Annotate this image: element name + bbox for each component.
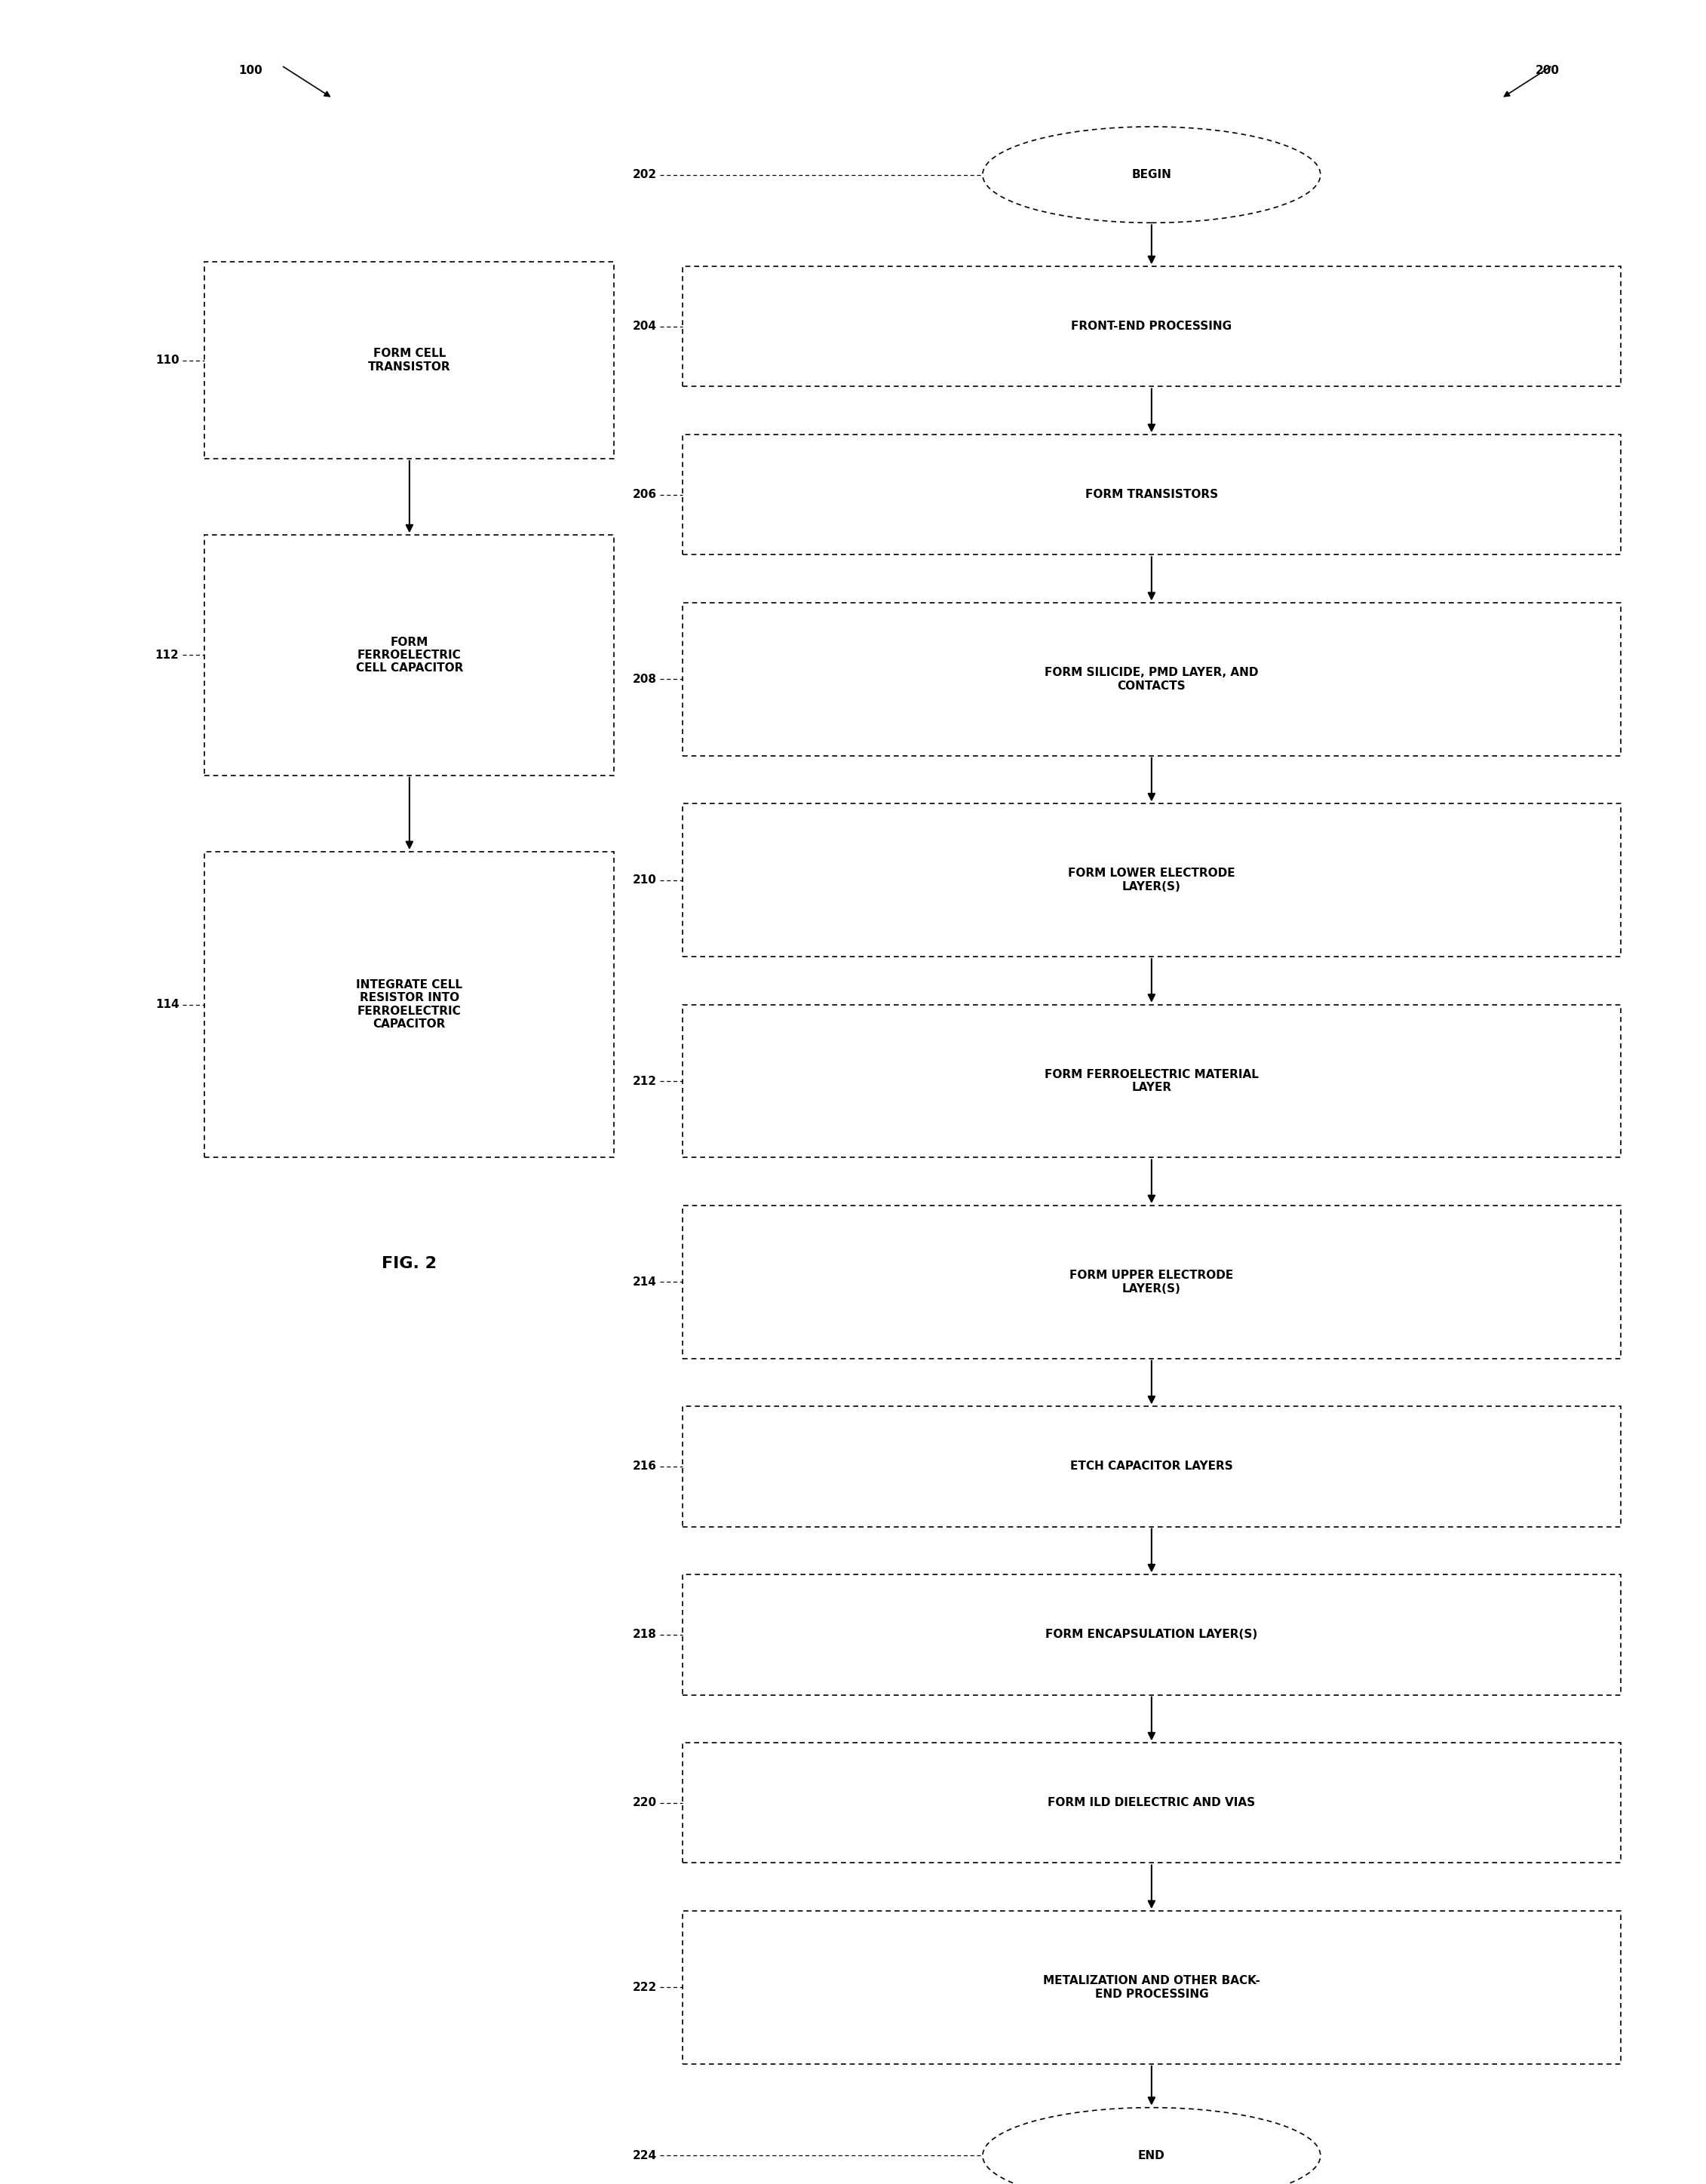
Text: 222: 222: [633, 1981, 657, 1994]
Text: FIG. 2: FIG. 2: [382, 1256, 437, 1271]
Text: 100: 100: [239, 66, 263, 76]
Text: 214: 214: [633, 1275, 657, 1289]
Text: FORM TRANSISTORS: FORM TRANSISTORS: [1085, 489, 1218, 500]
FancyBboxPatch shape: [682, 1206, 1621, 1358]
Text: FORM FERROELECTRIC MATERIAL
LAYER: FORM FERROELECTRIC MATERIAL LAYER: [1044, 1068, 1259, 1094]
FancyBboxPatch shape: [682, 1911, 1621, 2064]
Text: 220: 220: [633, 1797, 657, 1808]
Text: 114: 114: [155, 998, 179, 1011]
Ellipse shape: [983, 2108, 1320, 2184]
FancyBboxPatch shape: [682, 435, 1621, 555]
Text: ETCH CAPACITOR LAYERS: ETCH CAPACITOR LAYERS: [1070, 1461, 1233, 1472]
FancyBboxPatch shape: [682, 1575, 1621, 1695]
Text: FORM ILD DIELECTRIC AND VIAS: FORM ILD DIELECTRIC AND VIAS: [1047, 1797, 1256, 1808]
Text: 200: 200: [1535, 66, 1559, 76]
Text: 208: 208: [633, 673, 657, 686]
Text: 204: 204: [633, 321, 657, 332]
Text: INTEGRATE CELL
RESISTOR INTO
FERROELECTRIC
CAPACITOR: INTEGRATE CELL RESISTOR INTO FERROELECTR…: [357, 978, 462, 1031]
Text: 224: 224: [633, 2149, 657, 2162]
Text: FORM ENCAPSULATION LAYER(S): FORM ENCAPSULATION LAYER(S): [1046, 1629, 1257, 1640]
Text: METALIZATION AND OTHER BACK-
END PROCESSING: METALIZATION AND OTHER BACK- END PROCESS…: [1042, 1974, 1261, 2001]
FancyBboxPatch shape: [205, 262, 614, 459]
Text: 218: 218: [633, 1629, 657, 1640]
Text: FORM CELL
TRANSISTOR: FORM CELL TRANSISTOR: [368, 347, 450, 373]
FancyBboxPatch shape: [682, 1743, 1621, 1863]
Text: FORM LOWER ELECTRODE
LAYER(S): FORM LOWER ELECTRODE LAYER(S): [1068, 867, 1235, 893]
FancyBboxPatch shape: [205, 535, 614, 775]
Text: FRONT-END PROCESSING: FRONT-END PROCESSING: [1071, 321, 1232, 332]
Text: 206: 206: [633, 489, 657, 500]
FancyBboxPatch shape: [682, 1406, 1621, 1527]
Text: 212: 212: [633, 1075, 657, 1088]
Ellipse shape: [983, 127, 1320, 223]
Text: 112: 112: [155, 649, 179, 662]
Text: 110: 110: [155, 354, 179, 367]
Text: 216: 216: [633, 1461, 657, 1472]
FancyBboxPatch shape: [205, 852, 614, 1158]
FancyBboxPatch shape: [682, 1005, 1621, 1158]
Text: FORM
FERROELECTRIC
CELL CAPACITOR: FORM FERROELECTRIC CELL CAPACITOR: [357, 636, 462, 675]
Text: 210: 210: [633, 874, 657, 887]
Text: 202: 202: [633, 168, 657, 181]
Text: FORM UPPER ELECTRODE
LAYER(S): FORM UPPER ELECTRODE LAYER(S): [1070, 1269, 1233, 1295]
Text: END: END: [1138, 2149, 1165, 2162]
FancyBboxPatch shape: [682, 266, 1621, 387]
Text: FORM SILICIDE, PMD LAYER, AND
CONTACTS: FORM SILICIDE, PMD LAYER, AND CONTACTS: [1044, 666, 1259, 692]
FancyBboxPatch shape: [682, 603, 1621, 756]
FancyBboxPatch shape: [682, 804, 1621, 957]
Text: BEGIN: BEGIN: [1131, 168, 1172, 181]
